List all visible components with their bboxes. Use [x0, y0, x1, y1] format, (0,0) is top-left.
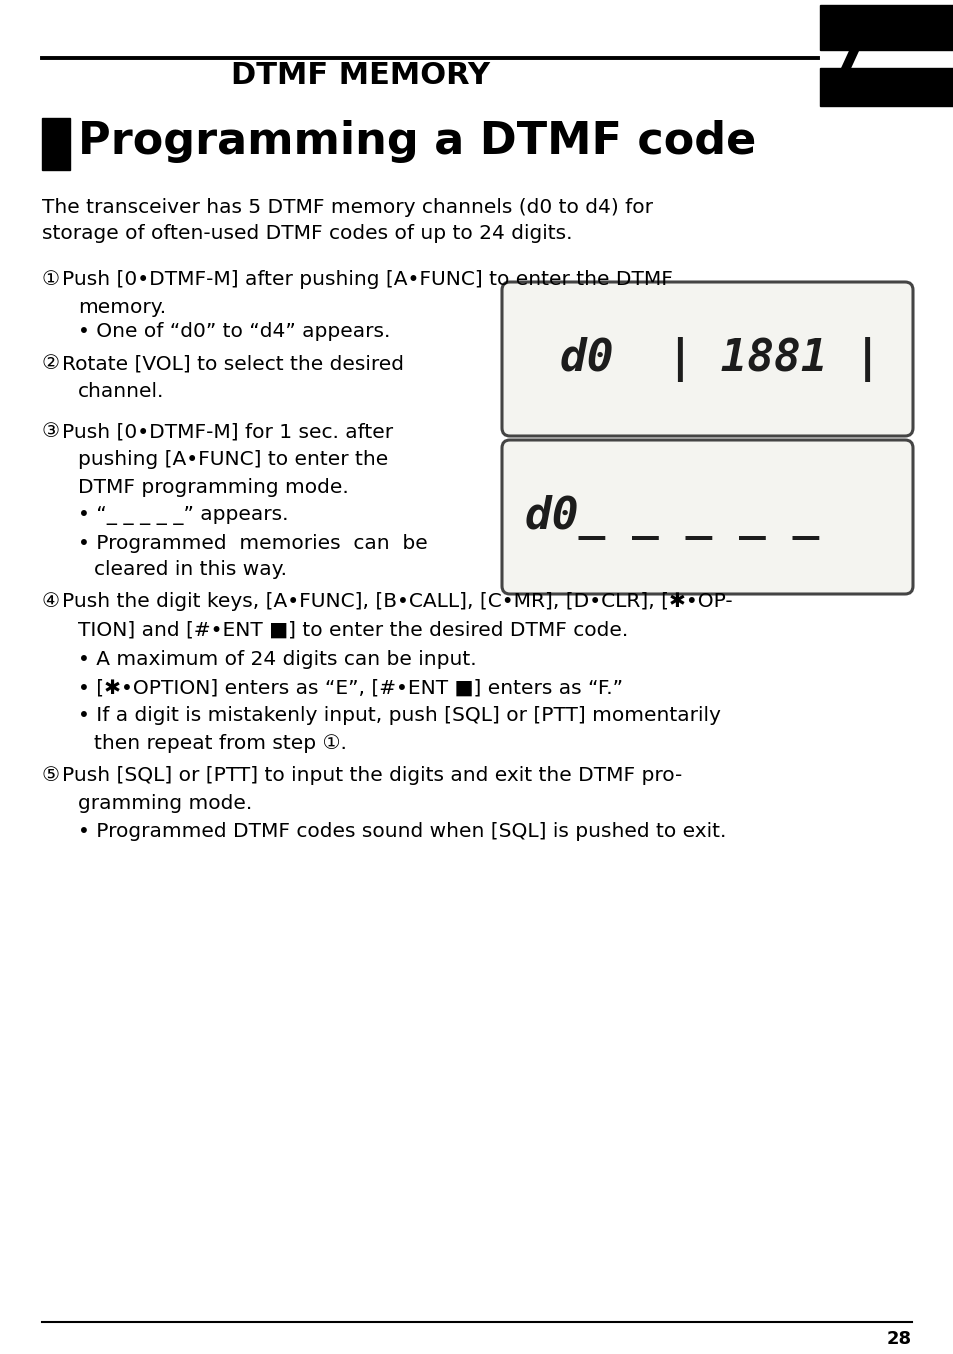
Text: 7: 7 — [825, 38, 863, 92]
Bar — [820, 5, 953, 50]
Text: • “_ _ _ _ _” appears.: • “_ _ _ _ _” appears. — [78, 506, 288, 525]
Text: cleared in this way.: cleared in this way. — [94, 561, 287, 580]
FancyBboxPatch shape — [501, 282, 912, 436]
Text: ①: ① — [42, 269, 60, 288]
Text: • A maximum of 24 digits can be input.: • A maximum of 24 digits can be input. — [78, 650, 476, 669]
Text: Push [0•DTMF-M] after pushing [A•FUNC] to enter the DTMF: Push [0•DTMF-M] after pushing [A•FUNC] t… — [62, 269, 672, 288]
Text: • [✱•OPTION] enters as “E”, [#•ENT ■] enters as “F.”: • [✱•OPTION] enters as “E”, [#•ENT ■] en… — [78, 678, 622, 697]
Text: Rotate [VOL] to select the desired: Rotate [VOL] to select the desired — [62, 353, 403, 372]
Bar — [42, 118, 70, 171]
Text: DTMF programming mode.: DTMF programming mode. — [78, 478, 349, 497]
Text: The transceiver has 5 DTMF memory channels (d0 to d4) for: The transceiver has 5 DTMF memory channe… — [42, 198, 652, 217]
Text: TION] and [#•ENT ■] to enter the desired DTMF code.: TION] and [#•ENT ■] to enter the desired… — [78, 620, 628, 639]
Text: then repeat from step ①.: then repeat from step ①. — [94, 734, 347, 753]
Text: ⑤: ⑤ — [42, 766, 60, 785]
Text: d0_ _ _ _ _: d0_ _ _ _ _ — [524, 494, 819, 539]
Text: gramming mode.: gramming mode. — [78, 793, 252, 812]
Text: channel.: channel. — [78, 382, 164, 401]
Text: Push [0•DTMF-M] for 1 sec. after: Push [0•DTMF-M] for 1 sec. after — [62, 422, 393, 441]
Text: • Programmed DTMF codes sound when [SQL] is pushed to exit.: • Programmed DTMF codes sound when [SQL]… — [78, 822, 725, 841]
Text: storage of often-used DTMF codes of up to 24 digits.: storage of often-used DTMF codes of up t… — [42, 223, 572, 242]
Text: Push the digit keys, [A•FUNC], [B•CALL], [C•MR], [D•CLR], [✱•OP-: Push the digit keys, [A•FUNC], [B•CALL],… — [62, 592, 732, 611]
Text: DTMF MEMORY: DTMF MEMORY — [231, 61, 490, 89]
Text: memory.: memory. — [78, 298, 166, 317]
Text: pushing [A•FUNC] to enter the: pushing [A•FUNC] to enter the — [78, 450, 388, 468]
FancyBboxPatch shape — [501, 440, 912, 594]
Text: Programming a DTMF code: Programming a DTMF code — [78, 121, 756, 162]
Text: ②: ② — [42, 353, 60, 372]
Text: d0  | 1881 |: d0 | 1881 | — [559, 337, 880, 382]
Text: Push [SQL] or [PTT] to input the digits and exit the DTMF pro-: Push [SQL] or [PTT] to input the digits … — [62, 766, 681, 785]
Bar — [820, 68, 953, 106]
Text: ③: ③ — [42, 422, 60, 441]
Text: • Programmed  memories  can  be: • Programmed memories can be — [78, 533, 427, 552]
Text: • If a digit is mistakenly input, push [SQL] or [PTT] momentarily: • If a digit is mistakenly input, push [… — [78, 705, 720, 724]
Text: • One of “d0” to “d4” appears.: • One of “d0” to “d4” appears. — [78, 322, 390, 341]
Text: 28: 28 — [886, 1330, 911, 1349]
Text: ④: ④ — [42, 592, 60, 611]
